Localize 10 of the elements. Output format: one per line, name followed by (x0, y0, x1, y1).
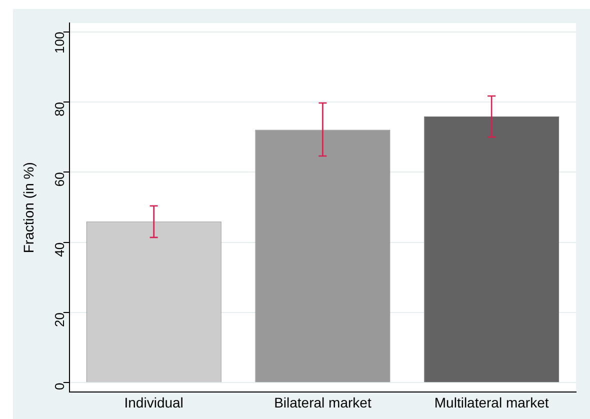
x-tick-label: Bilateral market (274, 394, 372, 410)
y-tick-label: 40 (52, 242, 67, 257)
y-axis-title: Fraction (in %) (20, 162, 36, 254)
y-tick-label: 100 (52, 32, 67, 54)
y-tick-label: 60 (52, 172, 67, 187)
x-tick-label: Individual (124, 394, 184, 410)
y-tick-label: 80 (52, 102, 67, 116)
x-tick-label: Multilateral market (434, 394, 549, 410)
y-tick-label: 20 (52, 312, 67, 328)
y-tick-label: 0 (52, 382, 67, 390)
